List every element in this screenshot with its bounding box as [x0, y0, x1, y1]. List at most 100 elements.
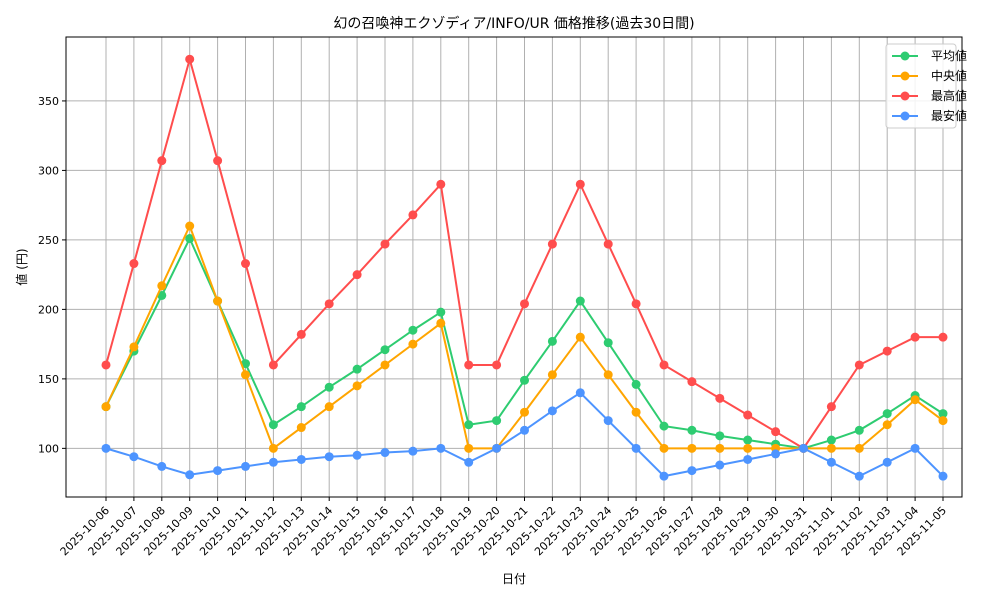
- y-tick-label: 200: [38, 303, 59, 316]
- data-point: [854, 425, 864, 435]
- data-point: [603, 416, 613, 426]
- data-point: [380, 360, 390, 370]
- legend-marker: [900, 91, 910, 101]
- legend-label: 最安値: [931, 108, 967, 123]
- data-point: [408, 210, 418, 220]
- x-axis-label: 日付: [502, 572, 526, 586]
- data-point: [157, 156, 167, 166]
- data-point: [520, 375, 529, 385]
- data-point: [185, 221, 195, 231]
- data-point: [213, 156, 223, 166]
- data-point: [436, 179, 446, 189]
- data-point: [464, 420, 474, 430]
- data-point: [464, 443, 474, 453]
- data-point: [185, 54, 195, 64]
- data-point: [659, 360, 669, 370]
- data-point: [101, 360, 111, 370]
- data-point: [659, 471, 669, 481]
- data-point: [547, 239, 557, 249]
- data-point: [659, 421, 669, 431]
- data-point: [213, 296, 223, 306]
- data-point: [213, 466, 223, 476]
- data-point: [380, 448, 390, 458]
- data-point: [743, 435, 753, 445]
- data-point: [743, 443, 753, 453]
- data-point: [659, 443, 669, 453]
- data-point: [129, 452, 139, 462]
- data-point: [268, 443, 278, 453]
- data-point: [826, 402, 836, 412]
- data-point: [687, 466, 697, 476]
- data-point: [826, 457, 836, 467]
- data-point: [296, 402, 306, 412]
- data-point: [575, 388, 585, 398]
- y-tick-label: 350: [38, 95, 59, 108]
- series-lines: [101, 54, 948, 481]
- data-point: [241, 359, 250, 369]
- data-point: [380, 345, 390, 355]
- data-point: [910, 443, 920, 453]
- data-point: [715, 460, 725, 470]
- data-point: [910, 395, 920, 405]
- data-point: [520, 299, 529, 309]
- data-point: [938, 471, 948, 481]
- data-point: [268, 420, 278, 430]
- data-point: [129, 342, 139, 352]
- data-point: [157, 290, 167, 300]
- data-point: [241, 259, 250, 269]
- data-point: [129, 259, 139, 269]
- data-point: [882, 346, 892, 356]
- data-point: [436, 307, 446, 317]
- data-point: [101, 443, 111, 453]
- data-point: [854, 360, 864, 370]
- data-point: [631, 379, 641, 389]
- data-point: [910, 332, 920, 342]
- data-point: [492, 360, 502, 370]
- data-point: [408, 325, 418, 335]
- legend-box: [885, 43, 957, 129]
- data-point: [547, 370, 557, 380]
- data-point: [464, 457, 474, 467]
- data-point: [603, 239, 613, 249]
- data-point: [938, 332, 948, 342]
- legend-marker: [900, 71, 910, 81]
- data-point: [101, 402, 111, 412]
- data-point: [631, 407, 641, 417]
- data-point: [715, 443, 725, 453]
- data-point: [241, 370, 250, 380]
- data-point: [492, 443, 502, 453]
- data-point: [715, 393, 725, 403]
- legend-label: 中央値: [931, 68, 967, 83]
- y-ticks: 100 150 200 250 300 350: [38, 95, 66, 455]
- data-point: [826, 443, 836, 453]
- data-point: [436, 318, 446, 328]
- y-tick-label: 300: [38, 164, 59, 177]
- data-point: [520, 407, 529, 417]
- data-point: [157, 461, 167, 471]
- data-point: [631, 299, 641, 309]
- data-point: [547, 336, 557, 346]
- data-point: [826, 435, 836, 445]
- data-point: [296, 423, 306, 433]
- data-point: [799, 443, 808, 453]
- data-point: [603, 370, 613, 380]
- data-point: [380, 239, 390, 249]
- data-point: [575, 332, 585, 342]
- data-point: [687, 377, 697, 387]
- data-point: [157, 281, 167, 291]
- data-point: [882, 409, 892, 419]
- data-point: [352, 381, 362, 391]
- data-point: [241, 461, 250, 471]
- data-point: [687, 443, 697, 453]
- legend-label: 平均値: [931, 48, 967, 63]
- legend-marker: [900, 111, 910, 121]
- data-point: [771, 449, 781, 459]
- data-point: [938, 416, 948, 426]
- data-point: [324, 452, 334, 462]
- data-point: [352, 270, 362, 280]
- data-point: [603, 338, 613, 348]
- x-ticks: 2025-10-062025-10-072025-10-082025-10-09…: [58, 497, 949, 558]
- data-point: [185, 234, 195, 244]
